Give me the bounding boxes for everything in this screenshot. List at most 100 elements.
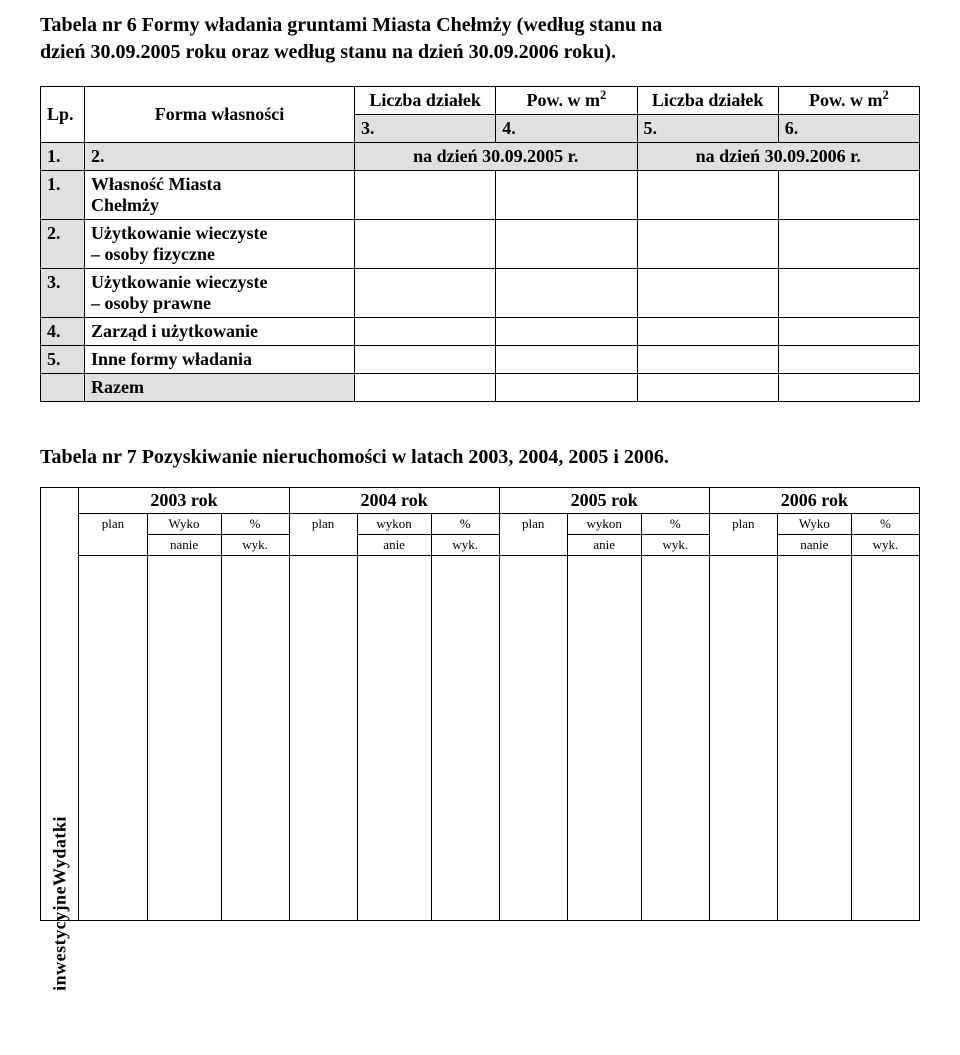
- hdr-liczba-2: Liczba działek: [637, 87, 778, 115]
- row2-c4: [496, 220, 637, 269]
- t7-body-c10: [709, 556, 777, 921]
- row1-label: Własność Miasta Chełmży: [85, 171, 355, 220]
- row2-c6: [778, 220, 919, 269]
- t7-body-c12: [851, 556, 919, 921]
- sub-pct-4a: %: [851, 514, 919, 535]
- row1-c3: [355, 171, 496, 220]
- sub-exec-1a: Wyko: [147, 514, 221, 535]
- t7-body-c6: [431, 556, 499, 921]
- row3-label-a: Użytkowanie wieczyste: [91, 272, 267, 292]
- hdr-liczba-2-text: Liczba działek: [652, 90, 764, 110]
- table7-title: Tabela nr 7 Pozyskiwanie nieruchomości w…: [40, 446, 920, 469]
- row4-label: Zarząd i użytkowanie: [85, 318, 355, 346]
- hdr-pow-2-pre: Pow. w m: [809, 90, 883, 110]
- sub-plan-1: plan: [79, 514, 147, 556]
- row4-c3: [355, 318, 496, 346]
- hdr-liczba-1-text: Liczba działek: [369, 90, 481, 110]
- yr-2003: 2003 rok: [79, 488, 289, 514]
- row3-c3: [355, 269, 496, 318]
- row4-c5: [637, 318, 778, 346]
- row1-c5: [637, 171, 778, 220]
- rowsum-num: [41, 374, 85, 402]
- rowsum-label: Razem: [85, 374, 355, 402]
- sub-pct-3a: %: [641, 514, 709, 535]
- rowsum-c4: [496, 374, 637, 402]
- t7-body-c2: [147, 556, 221, 921]
- sub-pct-1a: %: [221, 514, 289, 535]
- rowsum-c6: [778, 374, 919, 402]
- row2-label: Użytkowanie wieczyste – osoby fizyczne: [85, 220, 355, 269]
- sub-pct-2b: wyk.: [431, 535, 499, 556]
- sub-pct-3b: wyk.: [641, 535, 709, 556]
- t7-body-c7: [499, 556, 567, 921]
- row3-c6: [778, 269, 919, 318]
- sub-plan-3: plan: [499, 514, 567, 556]
- t7-body-c8: [567, 556, 641, 921]
- row3-c4: [496, 269, 637, 318]
- yr-2004: 2004 rok: [289, 488, 499, 514]
- row4-c6: [778, 318, 919, 346]
- row5-c4: [496, 346, 637, 374]
- row1-label-b: Chełmży: [91, 195, 159, 215]
- row1-c4: [496, 171, 637, 220]
- row1-label-a: Własność Miasta: [91, 174, 222, 194]
- sub-exec-4b: nanie: [777, 535, 851, 556]
- row5-c5: [637, 346, 778, 374]
- row3-label-b: – osoby prawne: [91, 293, 211, 313]
- colnum-3: 3.: [355, 115, 496, 143]
- hdr-pow-2: Pow. w m2: [778, 87, 919, 115]
- rowsum-c3: [355, 374, 496, 402]
- sub-pct-2a: %: [431, 514, 499, 535]
- table6-title: Tabela nr 6 Formy władania gruntami Mias…: [40, 12, 920, 66]
- date-2006: na dzień 30.09.2006 r.: [637, 143, 920, 171]
- colnum-4: 4.: [496, 115, 637, 143]
- t7-body-c5: [357, 556, 431, 921]
- row3-label: Użytkowanie wieczyste – osoby prawne: [85, 269, 355, 318]
- row2-c5: [637, 220, 778, 269]
- colnum-5: 5.: [637, 115, 778, 143]
- sub-pct-1b: wyk.: [221, 535, 289, 556]
- sub-exec-2a: wykon: [357, 514, 431, 535]
- row2-num: 2.: [41, 220, 85, 269]
- row3-num: 3.: [41, 269, 85, 318]
- row5-label: Inne formy władania: [85, 346, 355, 374]
- row2-label-a: Użytkowanie wieczyste: [91, 223, 267, 243]
- date-2005: na dzień 30.09.2005 r.: [355, 143, 638, 171]
- hdr-pow-1-sup: 2: [600, 88, 606, 102]
- side-label: inwestycyjneWydatki: [49, 816, 70, 991]
- title-line-1: Tabela nr 6 Formy władania gruntami Mias…: [40, 14, 662, 36]
- t7-body-c9: [641, 556, 709, 921]
- hdr-liczba-1: Liczba działek: [355, 87, 496, 115]
- hdr-lp: Lp.: [41, 87, 85, 143]
- sub-pct-4b: wyk.: [851, 535, 919, 556]
- row2-label-b: – osoby fizyczne: [91, 244, 215, 264]
- yr-2005: 2005 rok: [499, 488, 709, 514]
- side-label-cell: inwestycyjneWydatki: [41, 488, 79, 921]
- sub-exec-2b: anie: [357, 535, 431, 556]
- hdr-pow-1: Pow. w m2: [496, 87, 637, 115]
- title-line-2: dzień 30.09.2005 roku oraz według stanu …: [40, 41, 616, 63]
- colnum-6: 6.: [778, 115, 919, 143]
- t7-body-c1: [79, 556, 147, 921]
- hdr-pow-2-sup: 2: [882, 88, 888, 102]
- yr-2006: 2006 rok: [709, 488, 919, 514]
- t7-body-c3: [221, 556, 289, 921]
- t7-body-c11: [777, 556, 851, 921]
- page: Tabela nr 6 Formy władania gruntami Mias…: [0, 0, 960, 1055]
- row4-num: 4.: [41, 318, 85, 346]
- row1-num: 1.: [41, 171, 85, 220]
- hdr-form: Forma własności: [85, 87, 355, 143]
- hdr-pow-1-pre: Pow. w m: [526, 90, 600, 110]
- row5-num: 5.: [41, 346, 85, 374]
- table6: Lp. Forma własności Liczba działek Pow. …: [40, 86, 920, 402]
- row1-c6: [778, 171, 919, 220]
- table7: inwestycyjneWydatki 2003 rok 2004 rok 20…: [40, 487, 920, 921]
- sub-exec-4a: Wyko: [777, 514, 851, 535]
- sub-exec-3a: wykon: [567, 514, 641, 535]
- row5-c3: [355, 346, 496, 374]
- sub-exec-1b: nanie: [147, 535, 221, 556]
- row5-c6: [778, 346, 919, 374]
- colnum-1: 1.: [41, 143, 85, 171]
- sub-plan-2: plan: [289, 514, 357, 556]
- row2-c3: [355, 220, 496, 269]
